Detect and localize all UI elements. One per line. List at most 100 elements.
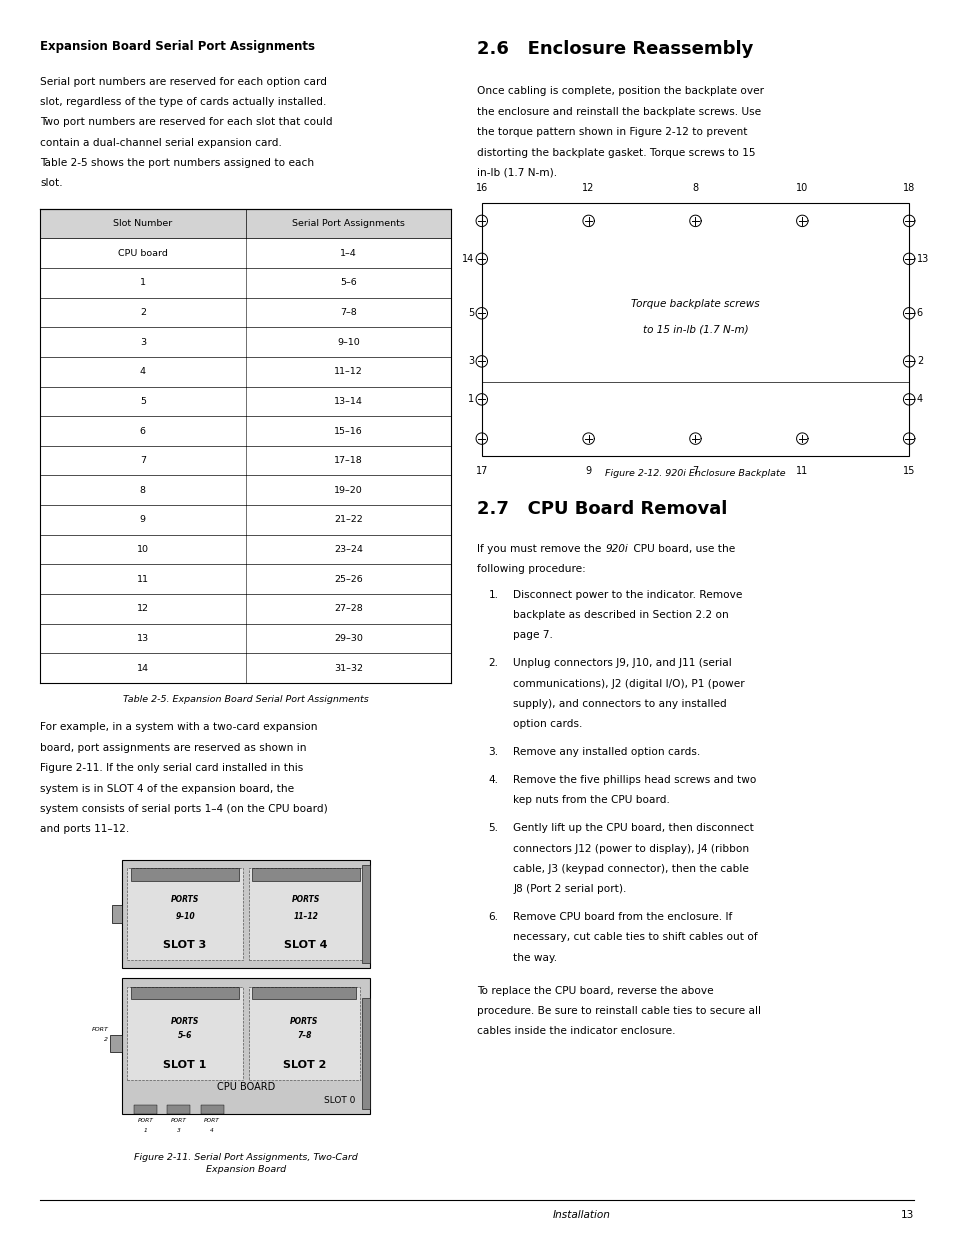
- Text: Table 2-5 shows the port numbers assigned to each: Table 2-5 shows the port numbers assigne…: [40, 158, 314, 168]
- Bar: [200, 1105, 223, 1114]
- Text: 4: 4: [211, 1128, 213, 1132]
- Text: 5: 5: [467, 309, 474, 319]
- Text: 31–32: 31–32: [334, 663, 362, 673]
- Bar: [131, 987, 238, 999]
- Text: 13: 13: [136, 634, 149, 643]
- Text: Serial Port Assignments: Serial Port Assignments: [292, 219, 404, 228]
- Text: slot.: slot.: [40, 178, 63, 189]
- Text: 17: 17: [476, 466, 487, 477]
- Text: Figure 2-12. 920i Enclosure Backplate: Figure 2-12. 920i Enclosure Backplate: [604, 468, 785, 478]
- Bar: [481, 203, 908, 456]
- Text: necessary, cut cable ties to shift cables out of: necessary, cut cable ties to shift cable…: [513, 932, 757, 942]
- Text: Table 2-5. Expansion Board Serial Port Assignments: Table 2-5. Expansion Board Serial Port A…: [123, 695, 368, 704]
- Text: 9: 9: [140, 515, 146, 525]
- Bar: [248, 868, 364, 960]
- Text: PORTS: PORTS: [292, 894, 320, 904]
- Text: in-lb (1.7 N-m).: in-lb (1.7 N-m).: [476, 168, 557, 178]
- Text: 1–4: 1–4: [339, 248, 356, 258]
- Text: Serial port numbers are reserved for each option card: Serial port numbers are reserved for eac…: [40, 77, 327, 86]
- Text: system is in SLOT 4 of the expansion board, the: system is in SLOT 4 of the expansion boa…: [40, 784, 294, 794]
- Text: CPU BOARD: CPU BOARD: [216, 1082, 274, 1092]
- Text: 13–14: 13–14: [334, 396, 362, 406]
- Text: system consists of serial ports 1–4 (on the CPU board): system consists of serial ports 1–4 (on …: [40, 804, 328, 814]
- Text: 8: 8: [140, 485, 146, 495]
- Text: Once cabling is complete, position the backplate over: Once cabling is complete, position the b…: [476, 86, 763, 96]
- Text: 5.: 5.: [488, 823, 497, 834]
- Text: Slot Number: Slot Number: [113, 219, 172, 228]
- Text: 6: 6: [916, 309, 922, 319]
- Text: 23–24: 23–24: [334, 545, 362, 555]
- Bar: [40, 475, 451, 505]
- Text: slot, regardless of the type of cards actually installed.: slot, regardless of the type of cards ac…: [40, 98, 326, 107]
- Bar: [361, 864, 369, 963]
- Bar: [40, 653, 451, 683]
- Text: to 15 in-lb (1.7 N-m): to 15 in-lb (1.7 N-m): [642, 324, 747, 335]
- Text: board, port assignments are reserved as shown in: board, port assignments are reserved as …: [40, 743, 306, 753]
- Bar: [40, 327, 451, 357]
- Bar: [40, 624, 451, 653]
- Text: If you must remove the: If you must remove the: [476, 543, 604, 555]
- Text: 11–12: 11–12: [294, 911, 318, 921]
- Text: 3: 3: [140, 337, 146, 347]
- Text: 7–8: 7–8: [339, 308, 356, 317]
- Bar: [252, 868, 359, 881]
- Text: 4.: 4.: [488, 776, 497, 785]
- Text: 3: 3: [177, 1128, 180, 1132]
- Text: 25–26: 25–26: [334, 574, 362, 584]
- Text: 1.: 1.: [488, 589, 497, 600]
- Text: 10: 10: [136, 545, 149, 555]
- Bar: [248, 987, 359, 1081]
- Text: 9–10: 9–10: [175, 911, 194, 921]
- Text: 3.: 3.: [488, 747, 498, 757]
- Text: the torque pattern shown in Figure 2-12 to prevent: the torque pattern shown in Figure 2-12 …: [476, 127, 747, 137]
- Bar: [131, 868, 238, 881]
- Text: and ports 11–12.: and ports 11–12.: [40, 825, 130, 835]
- Text: the enclosure and reinstall the backplate screws. Use: the enclosure and reinstall the backplat…: [476, 107, 760, 117]
- Text: Installation: Installation: [553, 1210, 610, 1220]
- Text: SLOT 4: SLOT 4: [284, 940, 328, 950]
- Text: 5–6: 5–6: [339, 278, 356, 288]
- Text: 29–30: 29–30: [334, 634, 362, 643]
- Text: 14: 14: [136, 663, 149, 673]
- Bar: [40, 594, 451, 624]
- Text: 12: 12: [582, 183, 594, 193]
- Text: 6.: 6.: [488, 911, 497, 923]
- Text: cables inside the indicator enclosure.: cables inside the indicator enclosure.: [476, 1026, 675, 1036]
- Text: Remove any installed option cards.: Remove any installed option cards.: [513, 747, 700, 757]
- Bar: [122, 978, 369, 1114]
- Text: 18: 18: [902, 183, 914, 193]
- Text: Expansion Board Serial Port Assignments: Expansion Board Serial Port Assignments: [40, 40, 314, 53]
- Text: 10: 10: [796, 183, 807, 193]
- Text: PORT: PORT: [91, 1028, 109, 1032]
- Text: 11: 11: [796, 466, 807, 477]
- Text: Disconnect power to the indicator. Remove: Disconnect power to the indicator. Remov…: [513, 589, 741, 600]
- Text: 1: 1: [140, 278, 146, 288]
- Text: 4: 4: [916, 394, 922, 404]
- Bar: [40, 505, 451, 535]
- Text: 2.: 2.: [488, 658, 497, 668]
- Text: 21–22: 21–22: [334, 515, 362, 525]
- Text: PORTS: PORTS: [290, 1016, 318, 1025]
- Text: 2: 2: [916, 357, 923, 367]
- Text: kep nuts from the CPU board.: kep nuts from the CPU board.: [513, 795, 669, 805]
- Bar: [128, 868, 242, 960]
- Text: To replace the CPU board, reverse the above: To replace the CPU board, reverse the ab…: [476, 986, 713, 995]
- Text: Remove CPU board from the enclosure. If: Remove CPU board from the enclosure. If: [513, 911, 732, 923]
- Text: the way.: the way.: [513, 953, 557, 963]
- Text: backplate as described in Section 2.2 on: backplate as described in Section 2.2 on: [513, 610, 728, 620]
- Text: 2.6   Enclosure Reassembly: 2.6 Enclosure Reassembly: [476, 40, 753, 58]
- Text: 4: 4: [140, 367, 146, 377]
- Bar: [128, 987, 242, 1081]
- Text: contain a dual-channel serial expansion card.: contain a dual-channel serial expansion …: [40, 137, 282, 148]
- Text: 1: 1: [144, 1128, 147, 1132]
- Text: SLOT 0: SLOT 0: [324, 1095, 355, 1105]
- Text: 7: 7: [140, 456, 146, 466]
- Text: communications), J2 (digital I/O), P1 (power: communications), J2 (digital I/O), P1 (p…: [513, 678, 744, 689]
- Text: SLOT 1: SLOT 1: [163, 1060, 207, 1071]
- Text: connectors J12 (power to display), J4 (ribbon: connectors J12 (power to display), J4 (r…: [513, 844, 749, 853]
- Text: Figure 2-11. Serial Port Assignments, Two-Card
Expansion Board: Figure 2-11. Serial Port Assignments, Tw…: [133, 1153, 357, 1174]
- Text: 9: 9: [585, 466, 591, 477]
- Text: SLOT 3: SLOT 3: [163, 940, 207, 950]
- Text: 9–10: 9–10: [336, 337, 359, 347]
- Text: CPU board: CPU board: [118, 248, 168, 258]
